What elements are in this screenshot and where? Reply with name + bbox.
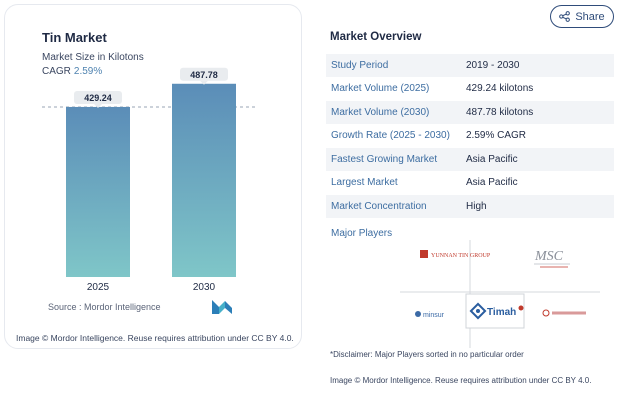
mordor-logo-icon bbox=[212, 300, 232, 314]
data-label-bg bbox=[74, 90, 122, 104]
major-players-logos: YUNNAN TIN GROUP MSC Timah minsur bbox=[330, 240, 620, 350]
logo-msc-text: MSC bbox=[534, 249, 564, 264]
overview-title: Market Overview bbox=[330, 31, 422, 43]
cagr-line: CAGR 2.59% bbox=[42, 66, 102, 77]
table-row: Growth Rate (2025 - 2030) 2.59% CAGR bbox=[326, 125, 614, 148]
page-credit: Image © Mordor Intelligence. Reuse requi… bbox=[330, 376, 592, 385]
chart-credit: Image © Mordor Intelligence. Reuse requi… bbox=[16, 333, 294, 343]
logo-yunnan-text: YUNNAN TIN GROUP bbox=[431, 253, 491, 259]
table-row: Market Concentration High bbox=[326, 195, 614, 219]
bar-2025 bbox=[66, 106, 130, 277]
data-label-bg bbox=[180, 67, 228, 81]
timah-logo: Timah bbox=[465, 293, 525, 329]
row-value: 2019 - 2030 bbox=[466, 59, 520, 71]
minsur-logo: minsur bbox=[415, 311, 445, 319]
row-value: 2.59% CAGR bbox=[466, 130, 527, 142]
share-icon bbox=[559, 11, 571, 22]
data-label: 487.78 bbox=[190, 70, 218, 80]
cagr-value: 2.59% bbox=[73, 66, 103, 77]
table-row: Market Volume (2025) 429.24 kilotons bbox=[326, 78, 614, 101]
table-row: Largest Market Asia Pacific bbox=[326, 172, 614, 195]
overview-table: Study Period 2019 - 2030 Market Volume (2… bbox=[326, 54, 614, 219]
row-key: Fastest Growing Market bbox=[331, 153, 438, 165]
row-key: Market Concentration bbox=[331, 200, 427, 212]
table-row: Fastest Growing Market Asia Pacific bbox=[326, 148, 614, 172]
row-value: High bbox=[466, 200, 487, 212]
yunnan-tin-logo: YUNNAN TIN GROUP bbox=[420, 250, 491, 259]
share-label: Share bbox=[575, 10, 605, 23]
bar-2030 bbox=[172, 83, 236, 278]
major-players-title: Major Players bbox=[331, 228, 393, 239]
logo-minsur-text: minsur bbox=[423, 312, 445, 319]
data-label-pointer bbox=[200, 80, 208, 85]
row-key: Market Volume (2030) bbox=[331, 106, 430, 118]
bar-chart: 429.24 2025 487.78 2030 bbox=[42, 67, 258, 293]
row-key: Growth Rate (2025 - 2030) bbox=[331, 130, 450, 142]
row-key: Study Period bbox=[331, 59, 389, 71]
chart-source: Source : Mordor Intelligence bbox=[48, 302, 161, 312]
cagr-label: CAGR bbox=[42, 66, 71, 77]
data-label-pointer bbox=[94, 103, 102, 108]
players-disclaimer: *Disclaimer: Major Players sorted in no … bbox=[330, 350, 524, 359]
row-key: Market Volume (2025) bbox=[331, 83, 430, 95]
row-value: 429.24 kilotons bbox=[466, 83, 534, 95]
table-row: Study Period 2019 - 2030 bbox=[326, 54, 614, 78]
red-company-logo bbox=[542, 309, 586, 317]
chart-title: Tin Market bbox=[42, 30, 107, 45]
msc-logo: MSC bbox=[534, 249, 570, 268]
row-value: Asia Pacific bbox=[466, 177, 518, 189]
row-value: 487.78 kilotons bbox=[466, 106, 534, 118]
chart-card bbox=[4, 4, 302, 349]
data-label: 429.24 bbox=[84, 93, 112, 103]
share-button[interactable]: Share bbox=[550, 5, 614, 28]
logo-timah-text: Timah bbox=[487, 307, 516, 318]
table-row: Market Volume (2030) 487.78 kilotons bbox=[326, 101, 614, 125]
category-label: 2025 bbox=[87, 282, 110, 293]
category-label: 2030 bbox=[193, 282, 216, 293]
row-value: Asia Pacific bbox=[466, 153, 518, 165]
row-key: Largest Market bbox=[331, 177, 398, 189]
chart-subtitle: Market Size in Kilotons bbox=[42, 52, 144, 63]
